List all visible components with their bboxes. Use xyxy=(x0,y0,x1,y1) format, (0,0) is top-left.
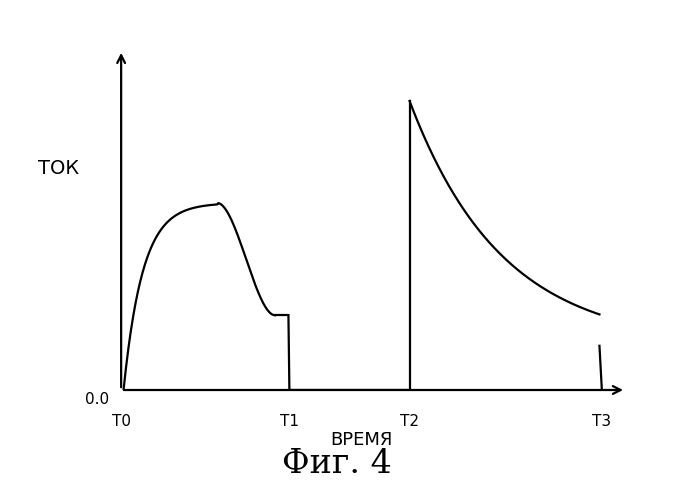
Text: ВРЕМЯ: ВРЕМЯ xyxy=(330,431,392,449)
Text: T0: T0 xyxy=(112,414,131,429)
Text: 0.0: 0.0 xyxy=(85,392,109,406)
Text: Фиг. 4: Фиг. 4 xyxy=(281,448,392,480)
Text: ТОК: ТОК xyxy=(38,160,79,178)
Text: T3: T3 xyxy=(592,414,611,429)
Text: T1: T1 xyxy=(280,414,299,429)
Text: T2: T2 xyxy=(400,414,419,429)
